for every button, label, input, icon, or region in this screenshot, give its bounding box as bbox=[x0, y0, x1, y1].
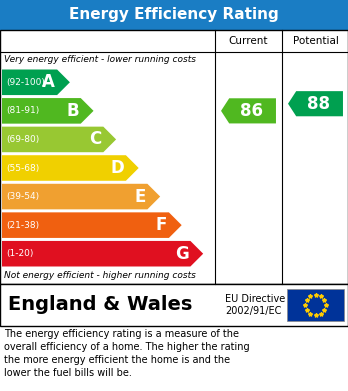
Text: The energy efficiency rating is a measure of the
overall efficiency of a home. T: The energy efficiency rating is a measur… bbox=[4, 329, 250, 378]
Bar bbox=[0, 284, 348, 326]
Text: A: A bbox=[42, 73, 55, 91]
Bar bbox=[0, 30, 348, 284]
Text: (55-68): (55-68) bbox=[6, 163, 39, 172]
Text: (92-100): (92-100) bbox=[6, 78, 45, 87]
Text: England & Wales: England & Wales bbox=[8, 296, 192, 314]
Text: C: C bbox=[89, 131, 101, 149]
Polygon shape bbox=[2, 155, 139, 181]
Polygon shape bbox=[2, 241, 203, 267]
Text: G: G bbox=[175, 245, 188, 263]
Text: Current: Current bbox=[229, 36, 268, 46]
Text: E: E bbox=[134, 188, 145, 206]
Text: (21-38): (21-38) bbox=[6, 221, 39, 230]
Polygon shape bbox=[221, 98, 276, 124]
Polygon shape bbox=[2, 70, 70, 95]
Polygon shape bbox=[2, 212, 182, 238]
Text: 88: 88 bbox=[307, 95, 330, 113]
Text: Potential: Potential bbox=[293, 36, 339, 46]
Text: (81-91): (81-91) bbox=[6, 106, 39, 115]
Text: Energy Efficiency Rating: Energy Efficiency Rating bbox=[69, 7, 279, 23]
Text: (1-20): (1-20) bbox=[6, 249, 33, 258]
Bar bbox=[287, 289, 344, 321]
Text: Not energy efficient - higher running costs: Not energy efficient - higher running co… bbox=[4, 271, 196, 280]
Polygon shape bbox=[2, 127, 116, 152]
Text: Very energy efficient - lower running costs: Very energy efficient - lower running co… bbox=[4, 56, 196, 65]
Polygon shape bbox=[288, 91, 343, 116]
Text: (69-80): (69-80) bbox=[6, 135, 39, 144]
Text: EU Directive
2002/91/EC: EU Directive 2002/91/EC bbox=[225, 294, 285, 316]
Text: 86: 86 bbox=[240, 102, 263, 120]
Text: B: B bbox=[66, 102, 79, 120]
Polygon shape bbox=[2, 184, 160, 209]
Text: D: D bbox=[110, 159, 124, 177]
Bar bbox=[0, 0, 348, 30]
Polygon shape bbox=[2, 98, 94, 124]
Text: (39-54): (39-54) bbox=[6, 192, 39, 201]
Text: F: F bbox=[156, 216, 167, 234]
